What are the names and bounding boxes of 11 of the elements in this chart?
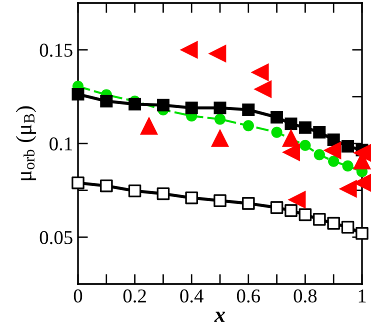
y-tick-label: 0.05	[40, 230, 72, 244]
x-tick-label: 0.8	[294, 289, 317, 303]
y-tick-label: 0.1	[50, 137, 72, 151]
y-tick-label: 0.15	[40, 44, 72, 57]
x-tick-label: 0.6	[236, 289, 260, 303]
x-axis-title: x	[214, 312, 226, 322]
x-tick-label: 1	[358, 290, 366, 302]
y-axis-title: μ$_{orb}$ (μ$_{B}$)	[16, 106, 36, 180]
x-tick-label: 0.2	[123, 289, 146, 303]
x-tick-label: 0.4	[180, 289, 204, 303]
x-tick-label: 0	[74, 289, 82, 303]
